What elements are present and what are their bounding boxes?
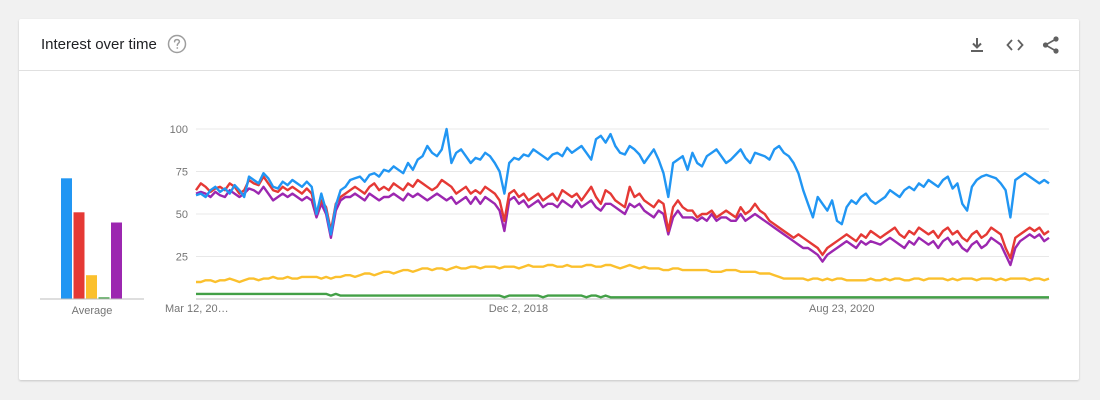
average-bar [111,222,122,299]
y-tick-label: 25 [176,252,188,264]
average-bar [73,212,85,299]
x-tick-label: Mar 12, 20… [165,303,229,315]
download-icon[interactable] [966,34,988,56]
x-tick-label: Dec 2, 2018 [489,303,548,315]
interest-over-time-card: Interest over time [19,19,1079,380]
code-embed-icon[interactable] [1004,34,1026,56]
series-line [195,127,1050,236]
card-title: Interest over time [41,36,157,53]
series-line [196,292,1049,299]
x-tick-label: Aug 23, 2020 [809,303,874,315]
series-line [195,185,1050,267]
average-bar [98,297,110,299]
card-header: Interest over time [19,19,1079,71]
average-bar [86,275,97,299]
line-chart: 25 50 75 100 Mar 12, 20… Dec 2, 2018 Aug 23, 2… [40,124,1050,317]
series-line [195,175,1050,260]
average-bar [61,178,72,299]
series-line [196,263,1050,284]
y-tick-label: 50 [176,209,188,221]
y-tick-label: 100 [170,124,188,136]
y-tick-label: 75 [176,167,188,179]
help-circle-icon[interactable] [167,34,187,54]
share-icon[interactable] [1040,34,1062,56]
average-label: Average [72,305,113,317]
